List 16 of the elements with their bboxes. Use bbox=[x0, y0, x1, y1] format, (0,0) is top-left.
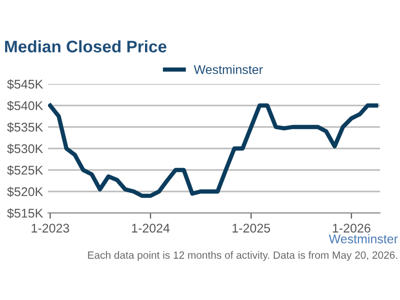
x-tick-label: 1-2024 bbox=[132, 224, 170, 233]
x-tick-label: 1-2023 bbox=[32, 224, 70, 233]
y-tick-label: $525K bbox=[7, 165, 43, 176]
x-tick-label: 1-2025 bbox=[232, 224, 270, 233]
x-tick-label: 1-2026 bbox=[332, 224, 370, 233]
y-tick-label: $535K bbox=[7, 122, 43, 132]
y-tick-label: $540K bbox=[7, 100, 43, 111]
y-tick-label: $520K bbox=[7, 186, 43, 197]
chart-title: Median Closed Price bbox=[5, 40, 166, 52]
y-tick-label: $515K bbox=[7, 208, 43, 218]
text: Westminster bbox=[328, 234, 398, 244]
y-tick-label: $530K bbox=[7, 144, 43, 154]
line-series bbox=[48, 103, 378, 198]
legend-label: Westminster bbox=[194, 64, 263, 74]
text: Each data point is 12 months of activity. Data is from May 20, 2026. bbox=[88, 251, 398, 261]
y-tick-label: $545K bbox=[7, 79, 43, 90]
